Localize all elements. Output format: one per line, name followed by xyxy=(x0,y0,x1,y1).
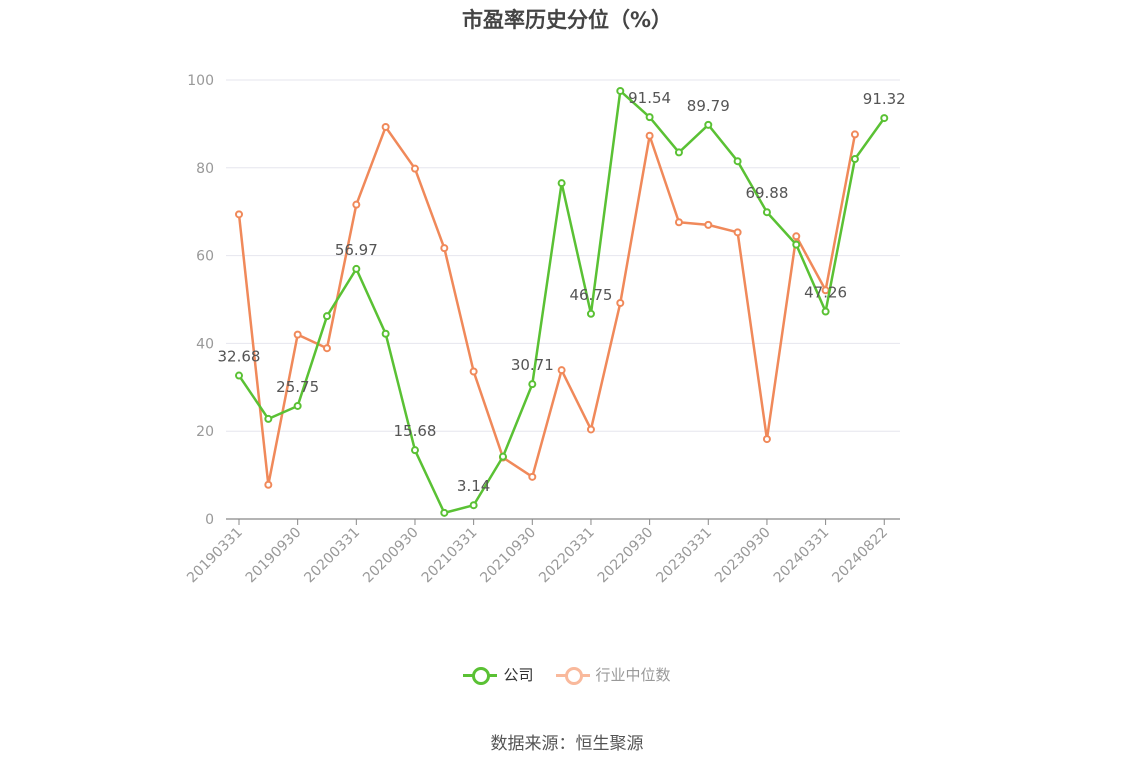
company-point xyxy=(293,401,302,410)
company-point xyxy=(322,312,331,321)
industry-series-line xyxy=(237,125,857,487)
data-label: 30.71 xyxy=(511,356,554,374)
x-tick-label: 20200930 xyxy=(360,525,422,587)
data-label: 32.68 xyxy=(218,348,261,366)
x-tick-label: 20230331 xyxy=(653,525,715,587)
legend-company-label: 公司 xyxy=(503,666,534,684)
company-point xyxy=(645,113,654,122)
company-point xyxy=(762,208,771,217)
industry-point xyxy=(469,367,478,376)
company-point xyxy=(821,307,830,316)
legend-industry-label: 行业中位数 xyxy=(595,666,671,684)
x-tick-label: 20210930 xyxy=(477,525,539,587)
industry-point xyxy=(792,232,801,241)
x-tick-label: 20190331 xyxy=(184,525,246,587)
legend-industry-line-icon xyxy=(555,665,590,685)
y-tick-label: 40 xyxy=(196,336,214,352)
industry-point xyxy=(557,366,566,375)
company-point xyxy=(792,240,801,249)
industry-point xyxy=(322,344,331,353)
data-label: 3.14 xyxy=(457,477,490,495)
data-label: 25.75 xyxy=(276,378,319,396)
x-tick-label: 20240331 xyxy=(771,525,833,587)
x-tick-label: 20200331 xyxy=(301,525,363,587)
y-tick-label: 80 xyxy=(196,161,214,177)
data-label: 46.75 xyxy=(569,286,612,304)
x-tick-label: 20190930 xyxy=(243,525,305,587)
legend-company-line-icon xyxy=(463,665,498,685)
industry-point xyxy=(733,228,742,237)
data-label: 91.54 xyxy=(628,89,671,107)
company-point xyxy=(616,86,625,95)
company-point xyxy=(674,148,683,157)
y-tick-label: 60 xyxy=(196,249,214,265)
industry-point xyxy=(616,299,625,308)
data-label: 56.97 xyxy=(335,241,378,259)
x-tick-label: 20220331 xyxy=(536,525,598,587)
legend-item-company[interactable]: 公司 xyxy=(463,664,534,685)
industry-point xyxy=(352,200,361,209)
company-point xyxy=(733,157,742,166)
company-point xyxy=(352,264,361,273)
data-source: 数据来源：恒生聚源 xyxy=(490,734,644,754)
legend: 公司 行业中位数 xyxy=(0,664,1134,685)
industry-point xyxy=(235,210,243,219)
chart-title: 市盈率历史分位（%） xyxy=(461,8,673,32)
y-tick-label: 0 xyxy=(205,512,214,528)
company-point xyxy=(440,508,449,517)
x-tick-label: 20230930 xyxy=(712,525,774,587)
company-point xyxy=(469,501,478,510)
x-tick-label: 20240822 xyxy=(829,525,891,587)
industry-point xyxy=(381,122,390,131)
x-tick-label: 20220930 xyxy=(595,525,657,587)
industry-point xyxy=(528,472,537,481)
company-point xyxy=(880,114,889,123)
company-point xyxy=(704,120,713,129)
data-label: 69.88 xyxy=(745,184,788,202)
company-point xyxy=(586,309,595,318)
industry-point xyxy=(645,131,654,140)
x-tick-label: 20210331 xyxy=(419,525,481,587)
data-label: 15.68 xyxy=(394,422,437,440)
company-point xyxy=(850,155,859,164)
y-tick-label: 100 xyxy=(187,73,214,89)
industry-point xyxy=(264,480,273,489)
industry-point xyxy=(850,130,859,139)
data-label: 91.32 xyxy=(863,90,906,108)
company-point xyxy=(498,452,507,461)
industry-point xyxy=(586,425,595,434)
industry-point xyxy=(762,435,771,444)
company-point xyxy=(557,179,566,188)
company-point xyxy=(381,329,390,338)
y-tick-label: 20 xyxy=(196,424,214,440)
company-point xyxy=(235,371,243,380)
industry-point xyxy=(674,218,683,227)
legend-item-industry-median[interactable]: 行业中位数 xyxy=(555,664,671,685)
company-point xyxy=(410,446,419,455)
company-point xyxy=(528,380,537,389)
company-point xyxy=(264,414,273,423)
industry-point xyxy=(440,244,449,253)
industry-point xyxy=(704,220,713,229)
data-label: 89.79 xyxy=(687,97,730,115)
industry-point xyxy=(410,164,419,173)
data-label: 47.26 xyxy=(804,284,847,302)
industry-point xyxy=(293,330,302,339)
